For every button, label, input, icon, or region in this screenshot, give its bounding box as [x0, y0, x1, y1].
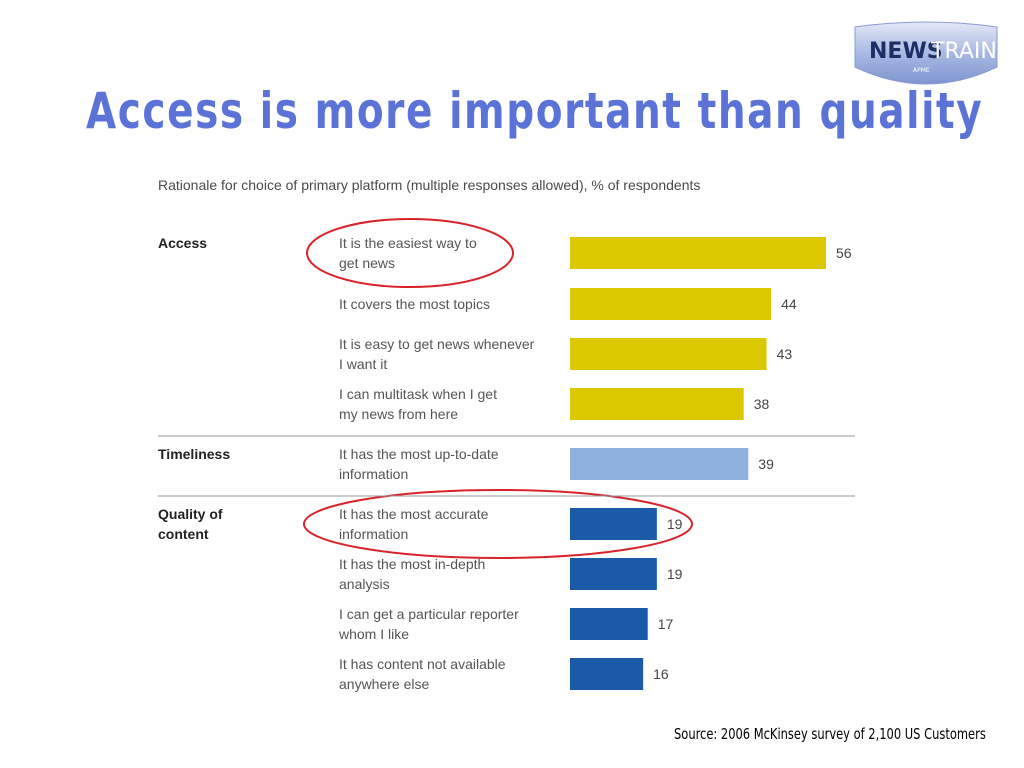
bar [570, 508, 657, 540]
category-label: It is the easiest way to get news [339, 233, 569, 273]
bar [570, 237, 826, 269]
category-label-line: my news from here [339, 406, 459, 422]
bar-value-label: 38 [754, 396, 770, 412]
bar [570, 288, 772, 320]
group-label: Timeliness [158, 446, 231, 462]
category-label-line: It has the most in-depth [339, 556, 486, 572]
bar-value-label: 44 [781, 296, 797, 312]
category-label: It has the most up-to-date information [339, 444, 569, 484]
category-label: It has content not available anywhere els… [339, 654, 569, 694]
category-label-line: information [339, 466, 409, 482]
bar [570, 448, 749, 480]
category-label-line: It has content not available [339, 656, 506, 672]
bar-value-label: 56 [836, 245, 852, 261]
group-label-line: Quality of [158, 506, 223, 522]
category-label-line: whom I like [339, 626, 410, 642]
bar-value-label: 19 [667, 566, 683, 582]
bar-value-label: 39 [758, 456, 774, 472]
category-label-line: It is easy to get news whenever [339, 336, 535, 352]
bar [570, 558, 657, 590]
category-label-line: I can multitask when I get [339, 386, 497, 402]
category-label-line: It covers the most topics [339, 296, 490, 312]
category-label-line: It has the most up-to-date [339, 446, 499, 462]
category-label-line: get news [339, 255, 396, 271]
bar-value-label: 43 [777, 346, 793, 362]
bar [570, 338, 767, 370]
category-label-line: I can get a particular reporter [339, 606, 519, 622]
bar-value-label: 19 [667, 516, 683, 532]
category-label-line: It is the easiest way to [339, 235, 477, 251]
logo-sub-text: APME [913, 67, 930, 74]
category-label: It is easy to get news whenever I want it [339, 334, 569, 374]
group-label-line: content [158, 526, 209, 542]
newstrain-logo: NEWS TRAIN APME [851, 21, 1001, 91]
category-label: It has the most accurate information [339, 504, 569, 544]
source-note: Source: 2006 McKinsey survey of 2,100 US… [674, 725, 986, 743]
group-label: Quality of content [158, 504, 288, 544]
bar-value-label: 17 [658, 616, 674, 632]
logo-train-text: TRAIN [930, 39, 997, 64]
category-label-line: anywhere else [339, 676, 430, 692]
category-label-line: I want it [339, 356, 388, 372]
category-label-line: analysis [339, 576, 390, 592]
chart-subtitle: Rationale for choice of primary platform… [158, 177, 701, 193]
group-label: Access [158, 235, 208, 251]
logo-news-text: NEWS [869, 39, 943, 64]
bar [570, 388, 744, 420]
category-label-line: It has the most accurate [339, 506, 489, 522]
bar [570, 658, 644, 690]
highlight-circle [306, 218, 514, 288]
logo-graphic: NEWS TRAIN APME [854, 21, 998, 85]
category-label: I can get a particular reporter whom I li… [339, 604, 569, 644]
category-label-line: information [339, 526, 409, 542]
highlight-circle [303, 489, 693, 559]
category-label: It covers the most topics [339, 294, 569, 314]
bar-value-label: 16 [653, 666, 669, 682]
category-label: I can multitask when I get my news from h… [339, 384, 569, 424]
bar [570, 608, 648, 640]
category-label: It has the most in-depth analysis [339, 554, 569, 594]
